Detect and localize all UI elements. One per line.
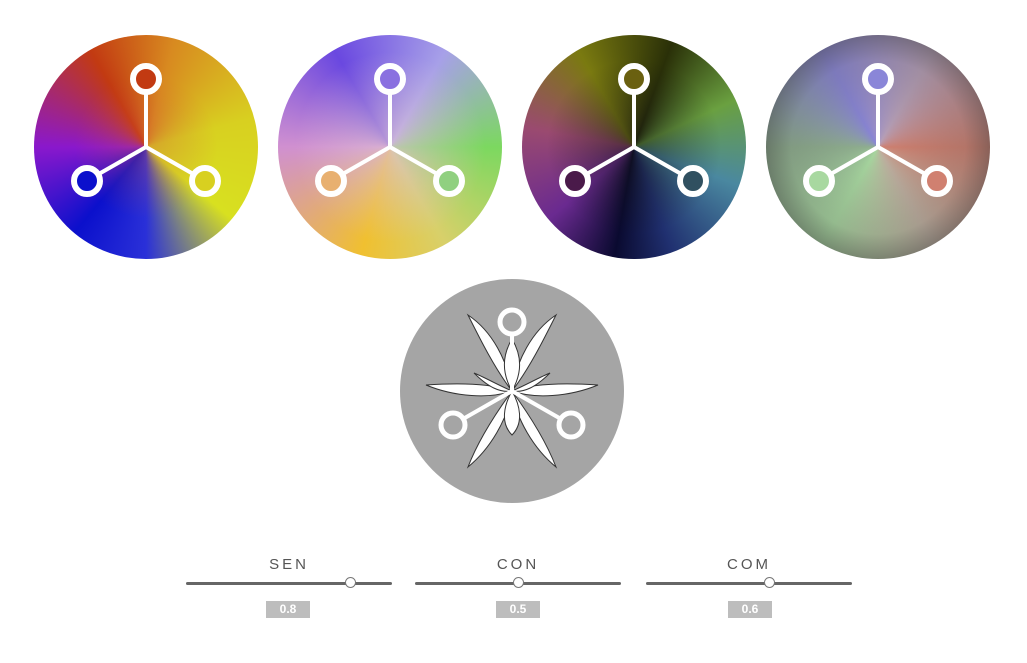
flower-icon [425, 307, 599, 469]
color-wheel-2[interactable] [278, 35, 502, 259]
tri-node-icon [803, 63, 953, 197]
slider-track[interactable] [186, 582, 392, 585]
slider-sen[interactable]: SEN 0.8 [186, 556, 392, 626]
slider-thumb[interactable] [345, 577, 357, 588]
tri-node-icon [315, 63, 465, 197]
slider-value: 0.5 [496, 601, 540, 618]
slider-label: COM [727, 556, 771, 573]
tri-node-icon [71, 63, 221, 197]
tri-node-icon [559, 63, 709, 197]
slider-track[interactable] [646, 582, 852, 585]
color-wheel-4[interactable] [766, 35, 990, 259]
color-wheel-3[interactable] [522, 35, 746, 259]
slider-con[interactable]: CON 0.5 [415, 556, 621, 626]
slider-thumb[interactable] [764, 577, 776, 588]
slider-label: SEN [269, 556, 309, 573]
color-wheel-1[interactable] [34, 35, 258, 259]
slider-value: 0.8 [266, 601, 310, 618]
slider-com[interactable]: COM 0.6 [646, 556, 852, 626]
slider-thumb[interactable] [512, 577, 524, 588]
slider-value: 0.6 [728, 601, 772, 618]
slider-label: CON [496, 556, 540, 573]
flower-wheel[interactable] [400, 279, 624, 503]
